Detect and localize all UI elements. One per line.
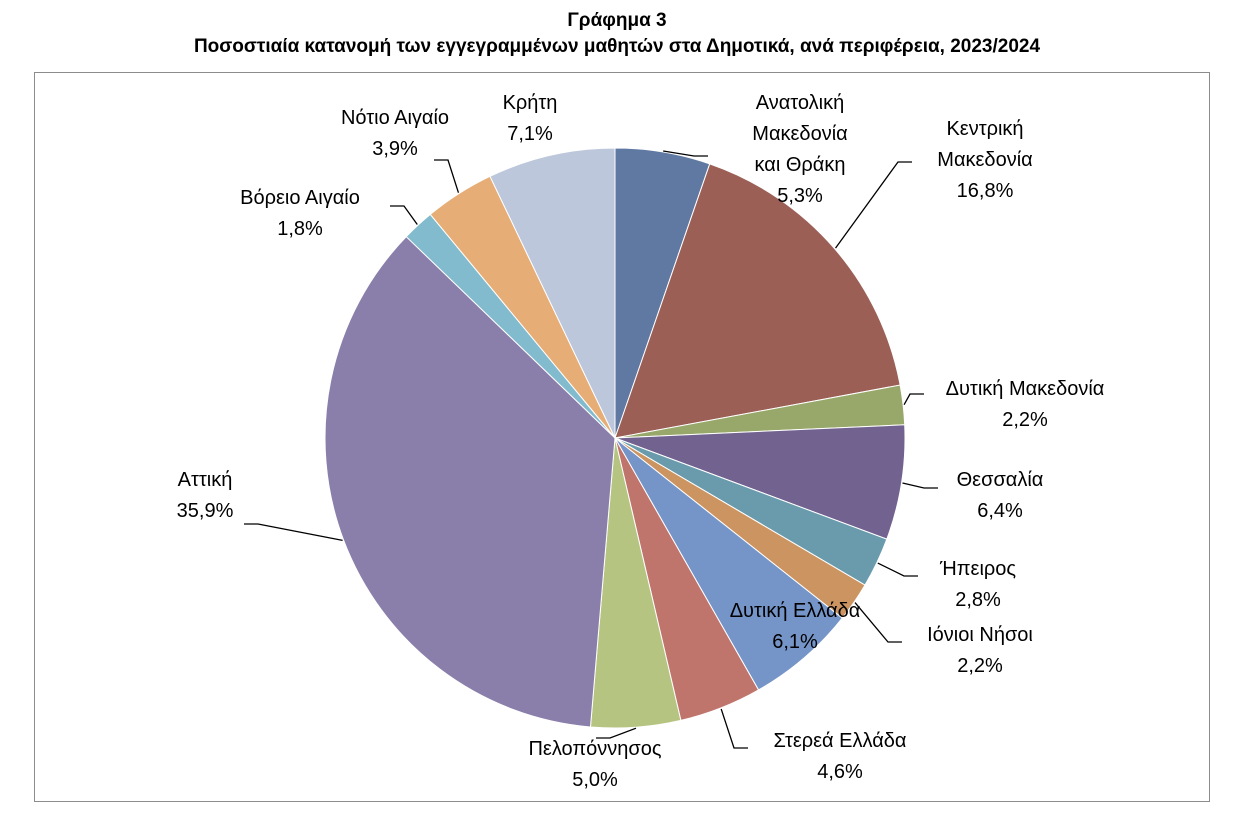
leader-line-9 [244,523,343,541]
plot-area [34,72,1210,802]
data-label-thessalia: Θεσσαλία 6,4% [956,469,1044,522]
pie-slices [324,147,906,729]
leader-lines [244,150,938,749]
leader-line-7 [720,708,748,749]
pie-slice-9 [324,235,616,728]
data-label-peloponnisos: Πελοπόννησος 5,0% [528,738,662,791]
data-label-ionioi-nisoi: Ιόνιοι Νήσοι 2,2% [927,624,1033,677]
chart-subtitle: Ποσοστιαία κατανομή των εγγεγραμμένων μα… [193,36,1041,57]
pie-slice-1 [614,163,901,439]
chart-header: Γράφημα 3 Ποσοστιαία κατανομή των εγγεγρ… [0,8,1234,60]
data-label-voreio-aigaio: Βόρειο Αιγαίο 1,8% [240,187,360,240]
leader-line-3 [902,482,938,489]
leader-line-11 [434,159,460,193]
data-label-dytiki-ellada: Δυτική Ελλάδα 6,1% [729,600,861,653]
leader-line-10 [390,205,418,225]
data-label-kentriki-makedonia: Κεντρική Μακεδονία 16,8% [937,118,1033,202]
leader-line-0 [663,150,708,157]
leader-line-2 [903,393,924,406]
leader-line-1 [834,161,912,249]
pie-slice-3 [614,424,906,540]
data-label-ipeiros: Ήπειρος 2,8% [939,558,1017,611]
data-label-sterea-ellada: Στερεά Ελλάδα 4,6% [773,730,907,783]
data-label-kriti: Κρήτη 7,1% [502,92,558,145]
pie-slice-12 [489,147,616,439]
data-label-notio-aigaio: Νότιο Αιγαίο 3,9% [340,107,450,160]
data-label-attiki: Αττική 35,9% [176,469,234,522]
leader-line-4 [877,562,918,577]
chart-title: Γράφημα 3 [567,10,667,31]
data-label-dytiki-makedonia: Δυτική Μακεδονία 2,2% [945,378,1105,431]
leader-line-5 [854,602,902,643]
data-label-anatoliki-makedonia-thraki: Ανατολική Μακεδονία και Θράκη 5,3% [752,92,848,207]
leader-line-8 [596,727,637,739]
